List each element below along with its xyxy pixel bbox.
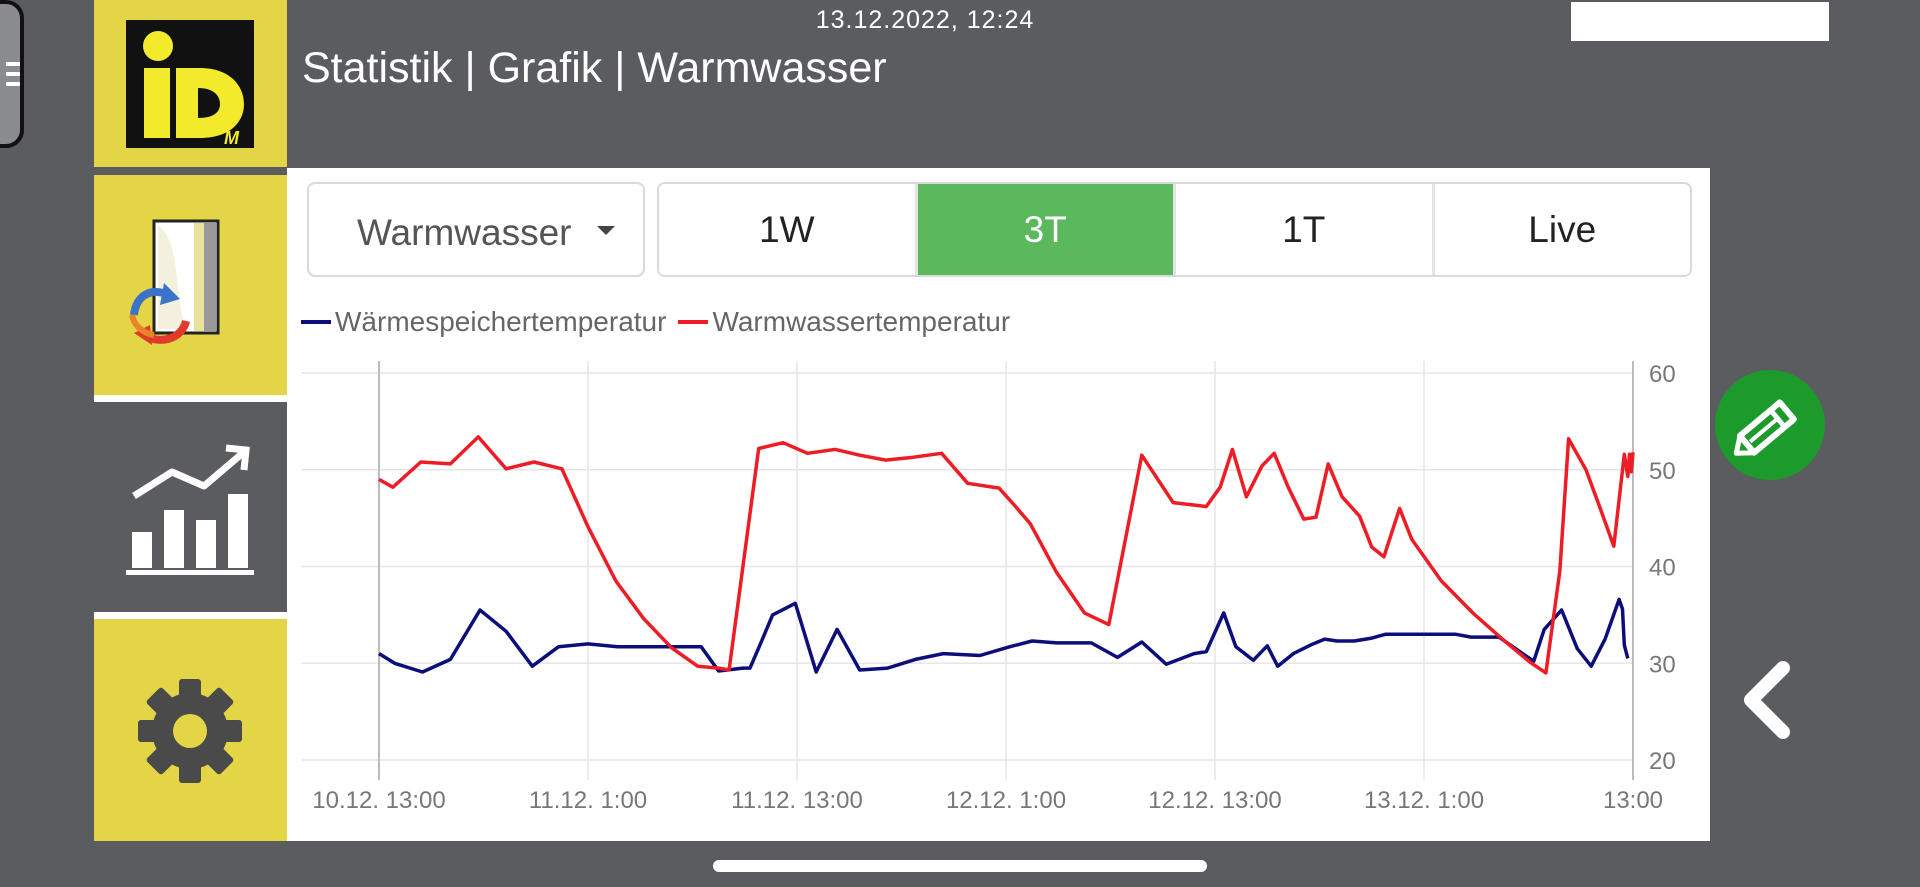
chart-panel: Warmwasser 1W 3T 1T Live Wärmespeicherte… (287, 168, 1710, 841)
hamburger-icon (6, 62, 20, 92)
datetime: 13.12.2022, 12:24 (815, 6, 1035, 34)
edit-button[interactable] (1715, 370, 1825, 480)
y-tick-label: 20 (1649, 748, 1676, 775)
series-line-warmwasser (378, 435, 1635, 675)
sidebar: M (94, 0, 287, 841)
caret-down-icon (597, 226, 615, 235)
range-1t-button[interactable]: 1T (1176, 184, 1435, 275)
sidebar-item-statistics[interactable] (94, 402, 287, 612)
range-live-button[interactable]: Live (1434, 184, 1690, 275)
y-tick-label: 40 (1649, 555, 1676, 582)
divider (94, 395, 287, 402)
bar-chart-trend-icon (126, 444, 254, 575)
home-indicator[interactable] (713, 860, 1207, 872)
legend-swatch (301, 320, 331, 324)
x-tick-label: 12.12. 1:00 (946, 787, 1066, 814)
sidebar-item-settings[interactable] (94, 619, 287, 841)
menu-handle[interactable] (0, 0, 24, 148)
x-tick-label: 13.12. 1:00 (1364, 787, 1484, 814)
legend-item-warmwasser[interactable]: Warmwassertemperatur (678, 306, 1010, 338)
divider (94, 612, 287, 619)
y-tick-label: 50 (1649, 458, 1676, 485)
time-range-selector: 1W 3T 1T Live (657, 182, 1692, 277)
x-tick-label: 10.12. 13:00 (312, 787, 445, 814)
legend-label: Warmwassertemperatur (712, 306, 1011, 337)
x-tick-label: 11.12. 1:00 (529, 787, 647, 814)
range-3t-button[interactable]: 3T (917, 184, 1176, 275)
pencil-icon (1733, 399, 1797, 456)
chevron-left-icon (1744, 661, 1790, 739)
idm-logo-icon: M (126, 20, 254, 148)
dropdown-value: Warmwasser (357, 212, 572, 253)
x-tick-label: 13:00 (1603, 787, 1663, 814)
line-chart: 20 30 40 50 60 10.12. 13:00 11.12. 1:00 11.12. … (301, 361, 1676, 814)
logo[interactable]: M (94, 0, 287, 167)
back-button[interactable] (1735, 660, 1805, 740)
x-tick-label: 12.12. 13:00 (1148, 787, 1281, 814)
series-line-waermespeicher (378, 597, 1630, 674)
chart-legend: Wärmespeichertemperatur Warmwassertemper… (301, 306, 1022, 338)
status-area (1571, 2, 1829, 41)
range-1w-button[interactable]: 1W (659, 184, 918, 275)
svg-text:M: M (224, 128, 240, 148)
sidebar-item-exchange[interactable] (94, 175, 287, 395)
legend-label: Wärmespeichertemperatur (335, 306, 667, 337)
x-tick-label: 11.12. 13:00 (731, 787, 863, 814)
legend-item-speicher[interactable]: Wärmespeichertemperatur (301, 306, 666, 338)
page-title: Statistik | Grafik | Warmwasser (302, 44, 887, 92)
y-tick-label: 30 (1649, 651, 1676, 678)
y-tick-label: 60 (1649, 361, 1676, 388)
heat-exchange-icon (129, 219, 220, 345)
legend-swatch (678, 320, 709, 324)
category-dropdown[interactable]: Warmwasser (307, 182, 645, 277)
gear-icon (138, 679, 242, 783)
